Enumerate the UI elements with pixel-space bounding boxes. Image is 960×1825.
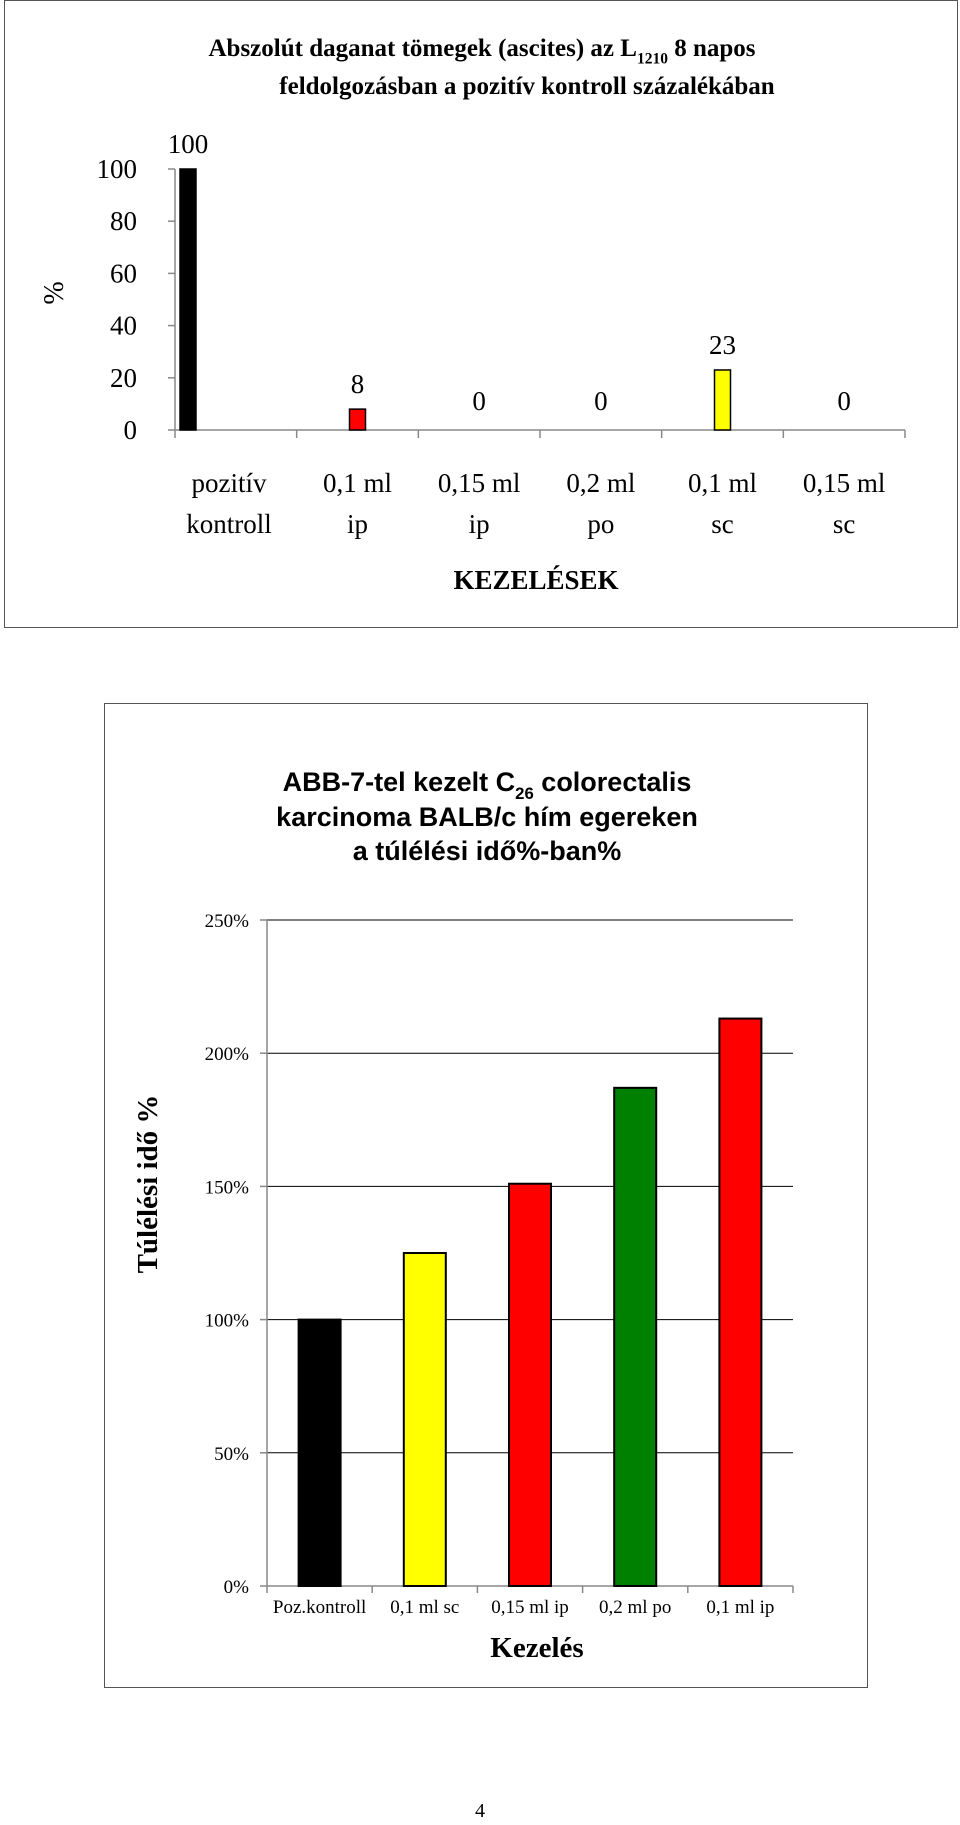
chart2-category-label: Poz.kontroll: [273, 1597, 366, 1618]
chart2-y-tick-label: 50%: [214, 1444, 249, 1465]
chart2-category-label: 0,1 ml sc: [390, 1597, 459, 1618]
chart1-category-label-line1: 0,1 ml: [688, 468, 757, 498]
chart1-data-label: 0: [837, 386, 851, 416]
chart1-y-tick-label: 0: [124, 415, 138, 445]
chart2-title-line1: ABB-7-tel kezelt C26 colorectalis: [283, 767, 692, 803]
chart2-category-label: 0,15 ml ip: [491, 1597, 569, 1618]
chart1-data-label: 100: [168, 129, 209, 159]
chart2-y-tick-label: 100%: [205, 1311, 250, 1332]
chart2-title-line2: karcinoma BALB/c hím egereken: [276, 802, 698, 832]
chart1-category-label-line2: kontroll: [186, 509, 272, 539]
chart1-category-label-line2: po: [587, 509, 614, 539]
chart1-y-tick-label: 40: [110, 311, 137, 341]
chart2-title-line3: a túlélési idő%-ban%: [353, 836, 622, 866]
page-number: 4: [475, 1800, 485, 1822]
chart2-bar: [402, 1252, 447, 1587]
chart2-category-label: 0,1 ml ip: [706, 1597, 774, 1618]
chart1-data-label: 23: [709, 330, 736, 360]
chart1-title-line1: Abszolút daganat tömegek (ascites) az L1…: [209, 35, 756, 68]
chart1-data-label: 0: [472, 386, 486, 416]
chart1-data-label: 8: [351, 369, 365, 399]
chart1-data-label: 0: [594, 386, 608, 416]
chart1-y-axis-label: %: [39, 281, 70, 304]
chart2-y-axis-label: Túlélési idő %: [132, 1095, 164, 1274]
chart1-y-tick-label: 60: [110, 258, 137, 288]
chart1-category-label-line2: sc: [711, 509, 734, 539]
chart-survival-time-svg: ABB-7-tel kezelt C26 colorectaliskarcino…: [132, 767, 794, 1664]
chart1-y-tick-label: 20: [110, 363, 137, 393]
chart1-x-axis-label: KEZELÉSEK: [453, 565, 618, 595]
chart2-category-label: 0,2 ml po: [599, 1597, 671, 1618]
chart2-bar: [297, 1318, 342, 1587]
chart1-bar: [179, 168, 197, 431]
chart1-category-label-line2: ip: [347, 509, 368, 539]
chart1-category-label-line1: 0,1 ml: [323, 468, 392, 498]
chart2-bar: [613, 1086, 658, 1587]
chart1-category-label-line1: 0,2 ml: [566, 468, 635, 498]
chart1-bar: [713, 369, 732, 431]
chart1-y-tick-label: 80: [110, 206, 137, 236]
chart2-x-axis-label: Kezelés: [490, 1632, 583, 1664]
chart2-bar: [718, 1017, 763, 1587]
chart1-category-label-line2: ip: [469, 509, 490, 539]
chart-tumor-mass: Abszolút daganat tömegek (ascites) az L1…: [4, 0, 958, 628]
chart2-y-tick-label: 150%: [205, 1177, 250, 1198]
chart1-category-label-line1: 0,15 ml: [438, 468, 521, 498]
chart2-bar: [508, 1182, 552, 1587]
chart2-y-tick-label: 0%: [224, 1577, 250, 1598]
chart2-y-tick-label: 200%: [205, 1044, 250, 1065]
chart-tumor-mass-svg: Abszolút daganat tömegek (ascites) az L1…: [39, 35, 906, 595]
chart1-category-label-line1: pozitív: [192, 468, 267, 498]
chart1-title-line2: feldolgozásban a pozitív kontroll százal…: [279, 73, 775, 100]
chart1-y-tick-label: 100: [97, 154, 138, 184]
chart-survival-time: ABB-7-tel kezelt C26 colorectalis karcino…: [104, 703, 868, 1688]
chart2-y-tick-label: 250%: [205, 911, 250, 932]
chart1-bar: [348, 408, 367, 431]
chart1-category-label-line1: 0,15 ml: [803, 468, 886, 498]
chart1-category-label-line2: sc: [833, 509, 856, 539]
